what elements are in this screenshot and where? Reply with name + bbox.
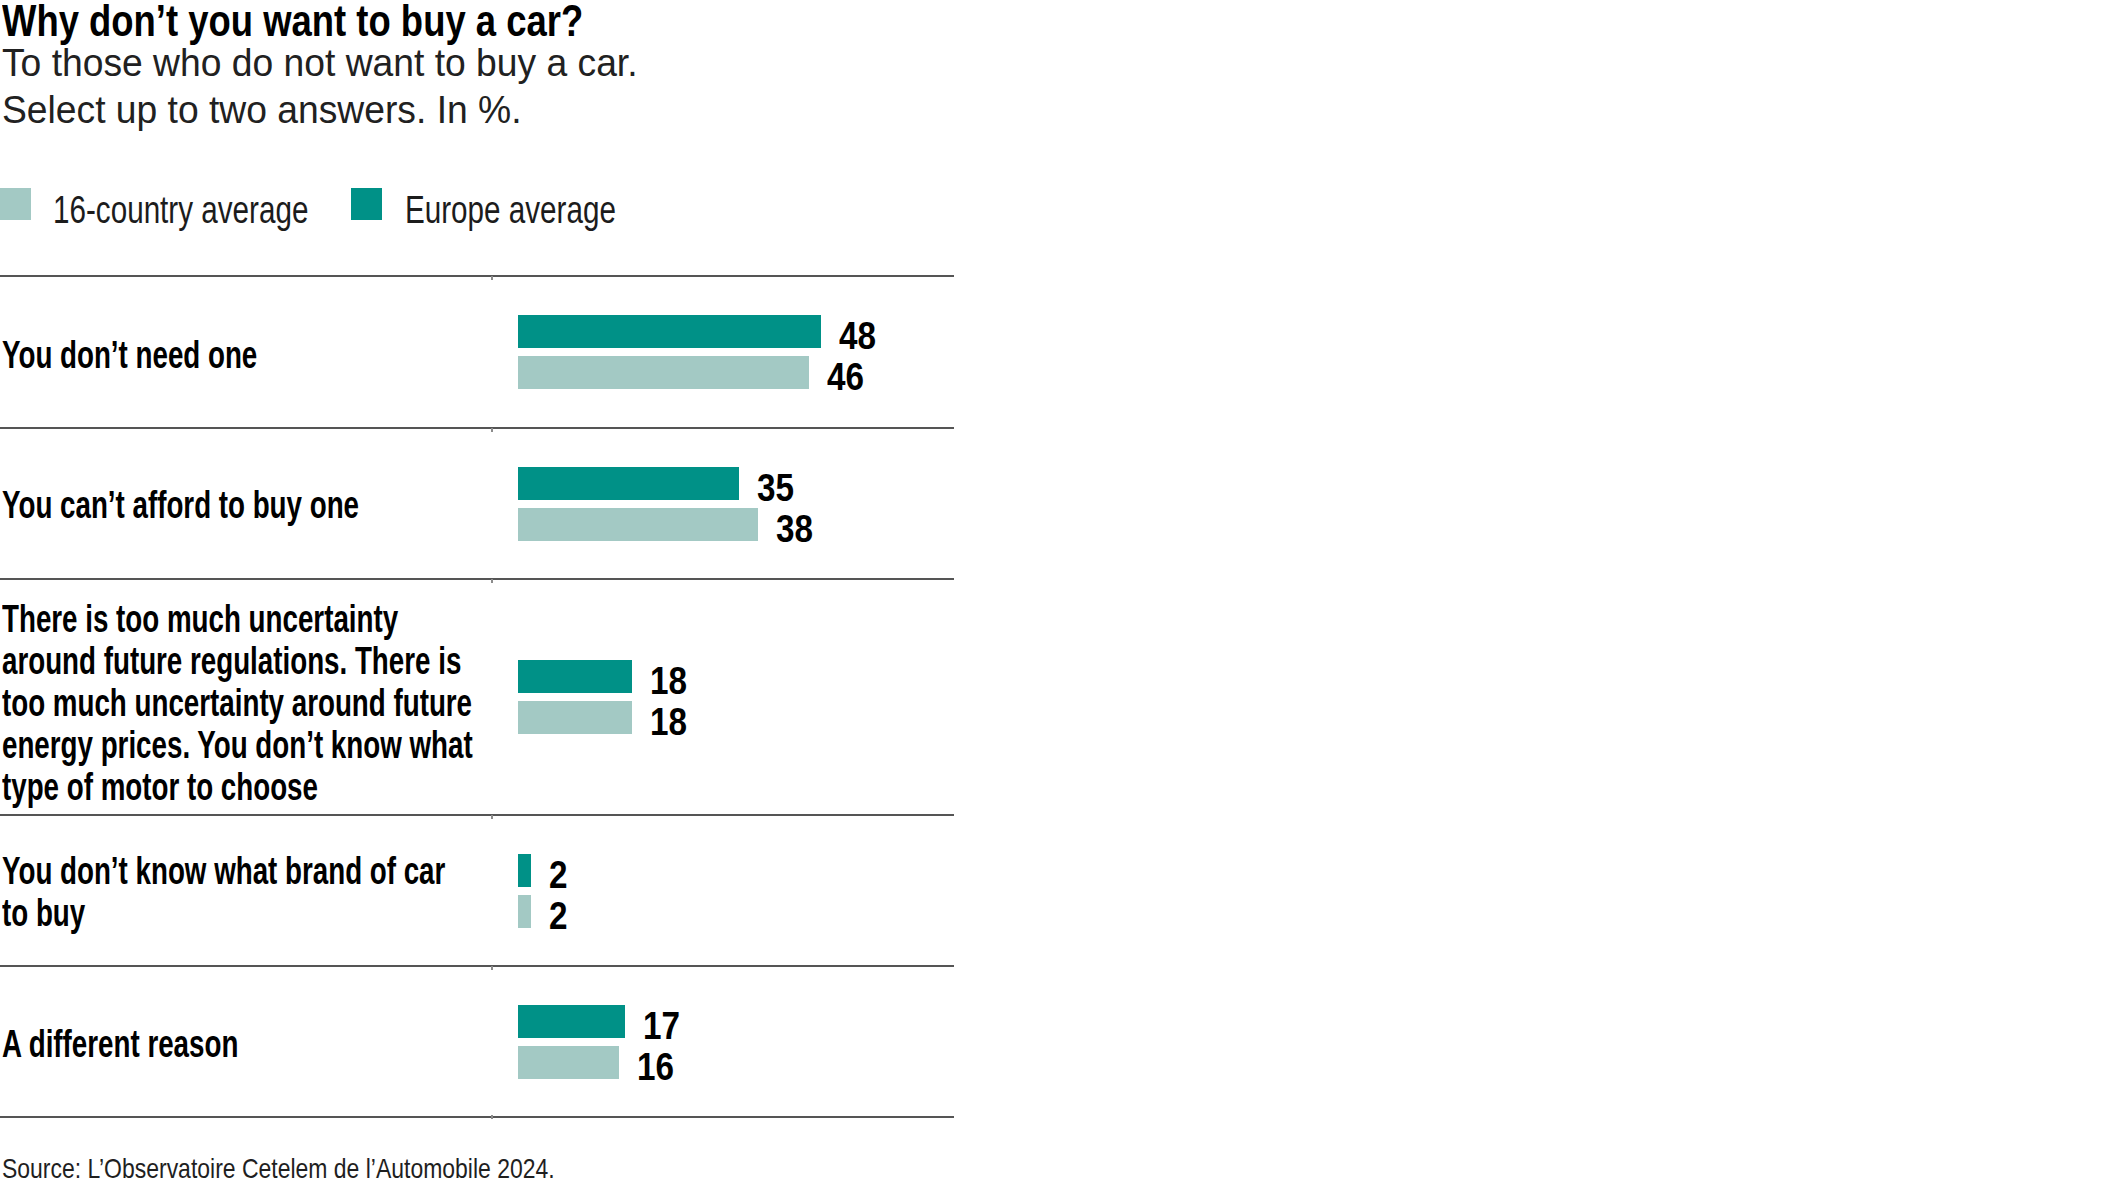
bar-value: 2: [549, 859, 570, 892]
chart-page: Why don’t you want to buy a car? To thos…: [0, 0, 2125, 1179]
chart-row: You don’t know what brand of car to buy2…: [0, 814, 954, 965]
bar-line-16-country-average: 16: [518, 1046, 686, 1079]
bar: [518, 660, 632, 693]
bar-line-europe-average: 17: [518, 1005, 686, 1038]
chart-title: Why don’t you want to buy a car?: [2, 0, 720, 44]
bar: [518, 1046, 619, 1079]
bar-value: 46: [827, 361, 869, 394]
bar-group: 1818: [518, 660, 692, 734]
bar-group: 3538: [518, 467, 818, 541]
axis-tick: [491, 579, 493, 583]
bar: [518, 356, 809, 389]
legend-label-europe-average: Europe average: [405, 190, 675, 230]
bar: [518, 467, 739, 500]
bar-group: 1716: [518, 1005, 686, 1079]
bar-value: 38: [776, 513, 818, 546]
bar-value: 48: [839, 320, 881, 353]
bar: [518, 701, 632, 734]
bar-value: 35: [757, 472, 799, 505]
bar: [518, 854, 531, 887]
legend-swatch-europe-average: [351, 188, 382, 220]
axis-tick: [491, 815, 493, 819]
bar: [518, 315, 821, 348]
chart-bottom-line: [0, 1116, 954, 1118]
bar-line-16-country-average: 18: [518, 701, 692, 734]
axis-tick: [491, 1115, 493, 1119]
bar-line-europe-average: 2: [518, 854, 570, 887]
bar-value: 2: [549, 900, 570, 933]
bar: [518, 895, 531, 928]
chart-row: There is too much uncertainty around fut…: [0, 578, 954, 814]
subtitle-line-2: Select up to two answers. In %.: [2, 87, 651, 134]
bar-group: 4846: [518, 315, 882, 389]
bar-value: 16: [637, 1051, 679, 1084]
chart-row: You can’t afford to buy one3538: [0, 427, 954, 578]
bar-line-16-country-average: 2: [518, 895, 570, 928]
source-note: Source: L’Observatoire Cetelem de l’Auto…: [2, 1151, 676, 1179]
legend-swatch-16-country-average: [0, 188, 31, 220]
bar-line-europe-average: 18: [518, 660, 692, 693]
bar-value: 18: [650, 706, 692, 739]
bar: [518, 508, 758, 541]
axis-tick: [491, 276, 493, 280]
bar-line-europe-average: 35: [518, 467, 818, 500]
category-label: You don’t know what brand of car to buy: [2, 850, 702, 934]
bar-line-16-country-average: 46: [518, 356, 882, 389]
bar: [518, 1005, 625, 1038]
subtitle-line-1: To those who do not want to buy a car.: [2, 40, 651, 87]
chart-row: You don’t need one4846: [0, 275, 954, 427]
axis-tick: [491, 966, 493, 970]
bar-value: 18: [650, 665, 692, 698]
chart-row: A different reason1716: [0, 965, 954, 1116]
axis-tick: [491, 428, 493, 432]
bar-group: 22: [518, 854, 570, 928]
bar-value: 17: [643, 1010, 685, 1043]
bar-line-europe-average: 48: [518, 315, 882, 348]
bar-line-16-country-average: 38: [518, 508, 818, 541]
legend-label-16-country-average: 16-country average: [53, 190, 380, 230]
chart-subtitle: To those who do not want to buy a car. S…: [2, 40, 651, 134]
